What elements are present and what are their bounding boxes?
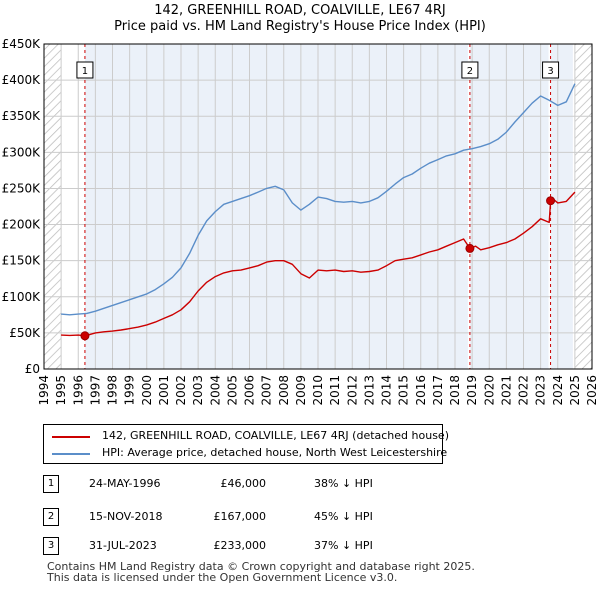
plot-border (43, 43, 593, 370)
legend-label-property: 142, GREENHILL ROAD, COALVILLE, LE67 4RJ… (102, 429, 449, 442)
hatched-region (44, 44, 62, 369)
sale-label-box (76, 61, 94, 79)
x-tick-label: 2008 (277, 375, 291, 406)
x-tick-label: 1999 (123, 375, 137, 406)
footer-licence: This data is licensed under the Open Gov… (47, 571, 398, 584)
transaction-row: 2 15-NOV-2018 £167,000 45% ↓ HPI (0, 508, 600, 526)
x-tick-label: 2023 (534, 375, 548, 406)
x-tick-label: 2002 (174, 375, 188, 406)
chart-title: 142, GREENHILL ROAD, COALVILLE, LE67 4RJ (154, 3, 446, 18)
transaction-date: 15-NOV-2018 (89, 510, 163, 523)
sale-point (465, 243, 475, 253)
x-tick-label: 2026 (585, 375, 599, 406)
transaction-price: £46,000 (220, 477, 267, 490)
x-tick-label: 2014 (380, 375, 394, 406)
x-tick-label: 1996 (71, 375, 85, 406)
transaction-row: 1 24-MAY-1996 £46,000 38% ↓ HPI (0, 475, 600, 493)
x-tick-label: 2007 (260, 375, 274, 406)
transaction-date: 24-MAY-1996 (89, 477, 161, 490)
sale-label-text: 3 (547, 66, 553, 77)
sale-point (546, 196, 556, 206)
legend-swatch-property (52, 436, 90, 438)
transaction-number: 1 (43, 475, 59, 493)
y-tick-label: £50K (9, 326, 41, 340)
x-tick-label: 1997 (88, 375, 102, 406)
legend: 142, GREENHILL ROAD, COALVILLE, LE67 4RJ… (43, 424, 449, 464)
x-tick-label: 2006 (243, 375, 257, 406)
x-tick-label: 1995 (54, 375, 68, 406)
sale-point (80, 331, 90, 341)
x-tick-label: 2017 (431, 375, 445, 406)
x-tick-label: 2004 (208, 375, 222, 406)
sale-label-box (542, 61, 560, 79)
sale-label-text: 2 (467, 66, 473, 77)
y-tick-label: £250K (2, 181, 42, 195)
transaction-hpi: 37% ↓ HPI (314, 539, 373, 552)
transaction-number: 3 (43, 537, 59, 555)
price-chart: 1 2 3 1994 1995 1996 1997 1998 1999 2000 2001 2002… (2, 37, 599, 406)
x-tick-label: 2020 (482, 375, 496, 406)
x-tick-label: 2001 (157, 375, 171, 406)
transaction-price: £167,000 (213, 510, 267, 523)
y-tick-label: £300K (2, 145, 42, 159)
shaded-period (550, 44, 573, 369)
shaded-period (84, 44, 468, 369)
x-tick-label: 2016 (414, 375, 428, 406)
y-tick-label: £450K (2, 37, 42, 51)
x-tick-label: 1998 (106, 375, 120, 406)
y-tick-label: £350K (2, 109, 42, 123)
y-tick-label: £400K (2, 73, 42, 87)
chart-subtitle: Price paid vs. HM Land Registry's House … (114, 19, 486, 34)
x-tick-label: 2019 (465, 375, 479, 406)
x-tick-label: 2009 (294, 375, 308, 406)
footer-copyright: Contains HM Land Registry data © Crown c… (47, 560, 475, 573)
transaction-hpi: 38% ↓ HPI (314, 477, 373, 490)
legend-label-hpi: HPI: Average price, detached house, Nort… (102, 446, 448, 459)
transaction-row: 3 31-JUL-2023 £233,000 37% ↓ HPI (0, 537, 600, 555)
hatched-region (574, 44, 592, 369)
sale-label-box (461, 61, 479, 79)
x-tick-label: 1994 (37, 375, 51, 406)
x-tick-label: 2015 (397, 375, 411, 406)
x-tick-label: 2018 (448, 375, 462, 406)
x-tick-label: 2024 (551, 375, 565, 406)
legend-swatch-hpi (52, 453, 90, 455)
transaction-number: 2 (43, 508, 59, 526)
x-tick-label: 2011 (328, 375, 342, 406)
transaction-price: £233,000 (213, 539, 267, 552)
x-tick-label: 2005 (225, 375, 239, 406)
x-tick-label: 2022 (517, 375, 531, 406)
x-tick-label: 2000 (140, 375, 154, 406)
hpi-line (61, 83, 576, 316)
x-tick-label: 2010 (311, 375, 325, 406)
transaction-date: 31-JUL-2023 (89, 539, 157, 552)
x-tick-label: 2013 (362, 375, 376, 406)
y-tick-label: £0 (25, 362, 40, 376)
shaded-period (469, 44, 549, 369)
y-tick-label: £100K (2, 290, 42, 304)
x-tick-label: 2003 (191, 375, 205, 406)
sale-label-text: 1 (82, 66, 88, 77)
y-tick-label: £150K (2, 254, 42, 268)
x-tick-label: 2025 (568, 375, 582, 406)
y-tick-label: £200K (2, 218, 42, 232)
x-tick-label: 2021 (499, 375, 513, 406)
x-tick-label: 2012 (345, 375, 359, 406)
transaction-hpi: 45% ↓ HPI (314, 510, 373, 523)
property-price-line (61, 191, 576, 337)
